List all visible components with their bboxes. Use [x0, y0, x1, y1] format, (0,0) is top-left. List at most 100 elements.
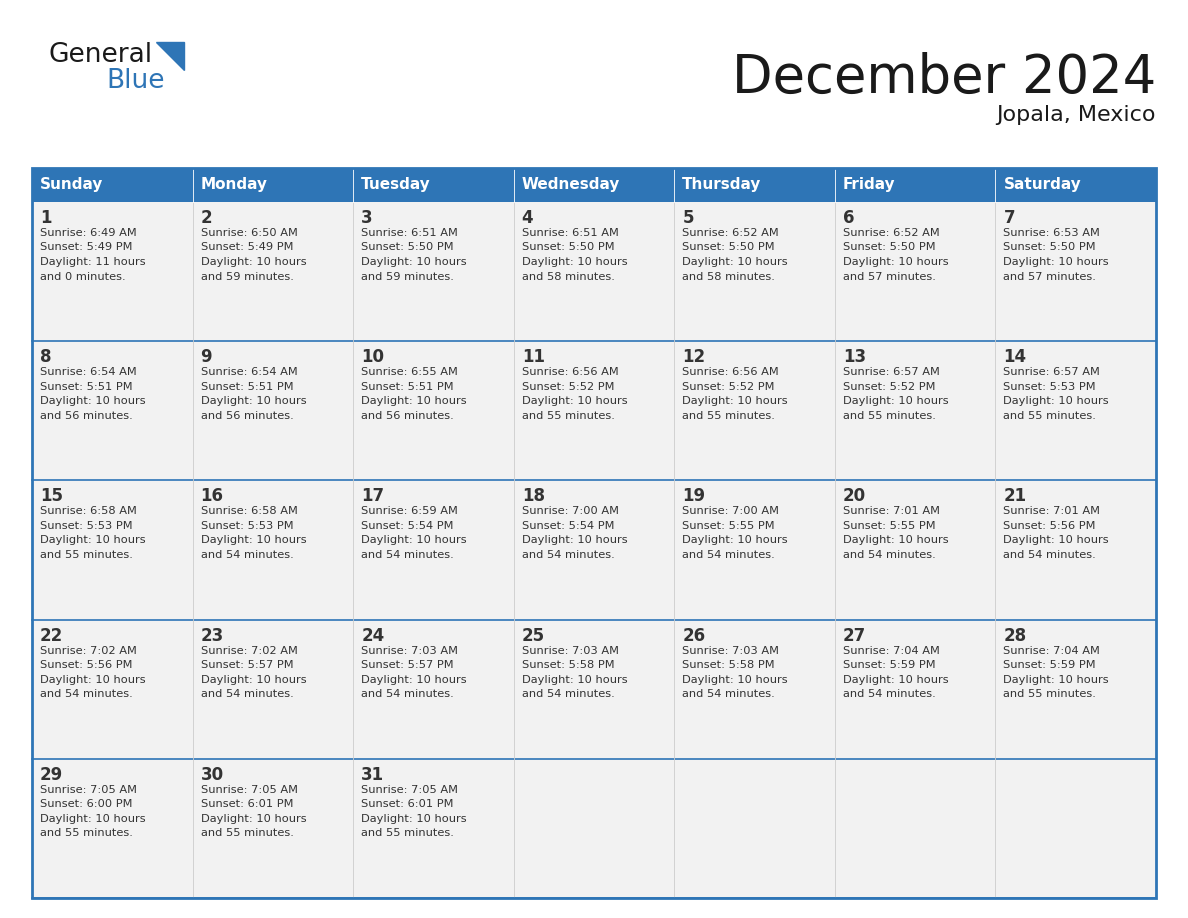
Text: Sunset: 5:53 PM: Sunset: 5:53 PM: [40, 521, 133, 531]
Text: 8: 8: [40, 348, 51, 366]
Text: Sunrise: 6:53 AM: Sunrise: 6:53 AM: [1004, 228, 1100, 238]
Text: Sunset: 5:52 PM: Sunset: 5:52 PM: [682, 382, 775, 392]
Text: 7: 7: [1004, 209, 1015, 227]
Text: Sunrise: 6:52 AM: Sunrise: 6:52 AM: [842, 228, 940, 238]
Text: Sunset: 5:59 PM: Sunset: 5:59 PM: [842, 660, 935, 670]
Text: and 54 minutes.: and 54 minutes.: [361, 550, 454, 560]
Bar: [192, 759, 353, 898]
Bar: [32, 341, 192, 480]
Text: Daylight: 10 hours: Daylight: 10 hours: [361, 257, 467, 267]
Text: 29: 29: [40, 766, 63, 784]
Text: Sunset: 5:57 PM: Sunset: 5:57 PM: [361, 660, 454, 670]
Bar: [996, 480, 1156, 620]
Text: and 54 minutes.: and 54 minutes.: [201, 689, 293, 700]
Text: Sunset: 5:50 PM: Sunset: 5:50 PM: [842, 242, 935, 252]
Text: 19: 19: [682, 487, 706, 506]
Bar: [513, 620, 675, 759]
Text: Sunrise: 6:58 AM: Sunrise: 6:58 AM: [201, 507, 297, 517]
Text: Sunset: 5:54 PM: Sunset: 5:54 PM: [522, 521, 614, 531]
Text: Daylight: 10 hours: Daylight: 10 hours: [842, 535, 948, 545]
Text: Daylight: 10 hours: Daylight: 10 hours: [682, 397, 788, 406]
Text: 22: 22: [40, 627, 63, 644]
Text: Sunrise: 6:59 AM: Sunrise: 6:59 AM: [361, 507, 459, 517]
Text: Daylight: 10 hours: Daylight: 10 hours: [40, 397, 146, 406]
Text: Sunset: 5:49 PM: Sunset: 5:49 PM: [201, 242, 293, 252]
Text: Jopala, Mexico: Jopala, Mexico: [997, 105, 1156, 125]
Text: Daylight: 10 hours: Daylight: 10 hours: [842, 257, 948, 267]
Text: and 54 minutes.: and 54 minutes.: [682, 550, 775, 560]
Text: and 55 minutes.: and 55 minutes.: [522, 410, 614, 420]
Text: Sunset: 5:51 PM: Sunset: 5:51 PM: [361, 382, 454, 392]
Text: Daylight: 10 hours: Daylight: 10 hours: [522, 397, 627, 406]
Text: Sunday: Sunday: [40, 177, 103, 193]
Text: Blue: Blue: [106, 68, 164, 94]
Bar: [32, 168, 1156, 898]
Text: and 58 minutes.: and 58 minutes.: [522, 272, 614, 282]
Text: Sunrise: 6:49 AM: Sunrise: 6:49 AM: [40, 228, 137, 238]
Text: Sunset: 5:58 PM: Sunset: 5:58 PM: [522, 660, 614, 670]
Text: and 57 minutes.: and 57 minutes.: [1004, 272, 1097, 282]
Text: Sunset: 5:50 PM: Sunset: 5:50 PM: [361, 242, 454, 252]
Bar: [513, 341, 675, 480]
Text: Sunrise: 7:04 AM: Sunrise: 7:04 AM: [842, 645, 940, 655]
Text: and 54 minutes.: and 54 minutes.: [842, 550, 936, 560]
Text: Sunrise: 6:50 AM: Sunrise: 6:50 AM: [201, 228, 297, 238]
Text: Sunrise: 7:01 AM: Sunrise: 7:01 AM: [1004, 507, 1100, 517]
Text: and 55 minutes.: and 55 minutes.: [40, 828, 133, 838]
Text: Sunrise: 6:58 AM: Sunrise: 6:58 AM: [40, 507, 137, 517]
Text: and 54 minutes.: and 54 minutes.: [1004, 550, 1097, 560]
Text: Sunset: 5:53 PM: Sunset: 5:53 PM: [201, 521, 293, 531]
Text: and 54 minutes.: and 54 minutes.: [522, 689, 614, 700]
Bar: [675, 168, 835, 202]
Text: Sunrise: 6:54 AM: Sunrise: 6:54 AM: [40, 367, 137, 377]
Bar: [353, 341, 513, 480]
Bar: [675, 620, 835, 759]
Text: and 55 minutes.: and 55 minutes.: [682, 410, 775, 420]
Text: Sunset: 5:52 PM: Sunset: 5:52 PM: [522, 382, 614, 392]
Text: Sunset: 5:59 PM: Sunset: 5:59 PM: [1004, 660, 1097, 670]
Text: Sunrise: 6:52 AM: Sunrise: 6:52 AM: [682, 228, 779, 238]
Text: Sunset: 5:57 PM: Sunset: 5:57 PM: [201, 660, 293, 670]
Text: and 58 minutes.: and 58 minutes.: [682, 272, 775, 282]
Text: Saturday: Saturday: [1004, 177, 1081, 193]
Bar: [353, 480, 513, 620]
Bar: [32, 168, 192, 202]
Bar: [353, 620, 513, 759]
Text: Daylight: 10 hours: Daylight: 10 hours: [361, 813, 467, 823]
Text: Sunset: 6:01 PM: Sunset: 6:01 PM: [361, 800, 454, 810]
Bar: [192, 202, 353, 341]
Bar: [835, 341, 996, 480]
Text: Daylight: 10 hours: Daylight: 10 hours: [1004, 257, 1110, 267]
Bar: [996, 168, 1156, 202]
Text: 24: 24: [361, 627, 385, 644]
Text: Sunset: 5:52 PM: Sunset: 5:52 PM: [842, 382, 935, 392]
Text: Sunset: 5:55 PM: Sunset: 5:55 PM: [842, 521, 935, 531]
Text: Daylight: 10 hours: Daylight: 10 hours: [40, 535, 146, 545]
Text: and 55 minutes.: and 55 minutes.: [1004, 410, 1097, 420]
Text: Daylight: 10 hours: Daylight: 10 hours: [522, 535, 627, 545]
Text: 13: 13: [842, 348, 866, 366]
Text: Sunrise: 6:55 AM: Sunrise: 6:55 AM: [361, 367, 459, 377]
Bar: [675, 202, 835, 341]
Text: and 57 minutes.: and 57 minutes.: [842, 272, 936, 282]
Bar: [996, 620, 1156, 759]
Text: Sunset: 5:54 PM: Sunset: 5:54 PM: [361, 521, 454, 531]
Text: and 56 minutes.: and 56 minutes.: [361, 410, 454, 420]
Text: Sunrise: 7:00 AM: Sunrise: 7:00 AM: [522, 507, 619, 517]
Text: 1: 1: [40, 209, 51, 227]
Text: Daylight: 10 hours: Daylight: 10 hours: [682, 257, 788, 267]
Text: Sunset: 6:00 PM: Sunset: 6:00 PM: [40, 800, 133, 810]
Text: Sunrise: 7:02 AM: Sunrise: 7:02 AM: [201, 645, 297, 655]
Text: Sunset: 5:55 PM: Sunset: 5:55 PM: [682, 521, 775, 531]
Text: Sunset: 5:50 PM: Sunset: 5:50 PM: [682, 242, 775, 252]
Text: December 2024: December 2024: [732, 52, 1156, 104]
Bar: [835, 620, 996, 759]
Text: 20: 20: [842, 487, 866, 506]
Text: 14: 14: [1004, 348, 1026, 366]
Text: Daylight: 10 hours: Daylight: 10 hours: [201, 535, 307, 545]
Bar: [353, 168, 513, 202]
Text: and 56 minutes.: and 56 minutes.: [40, 410, 133, 420]
Text: Daylight: 10 hours: Daylight: 10 hours: [201, 675, 307, 685]
Text: Friday: Friday: [842, 177, 896, 193]
Polygon shape: [156, 42, 184, 70]
